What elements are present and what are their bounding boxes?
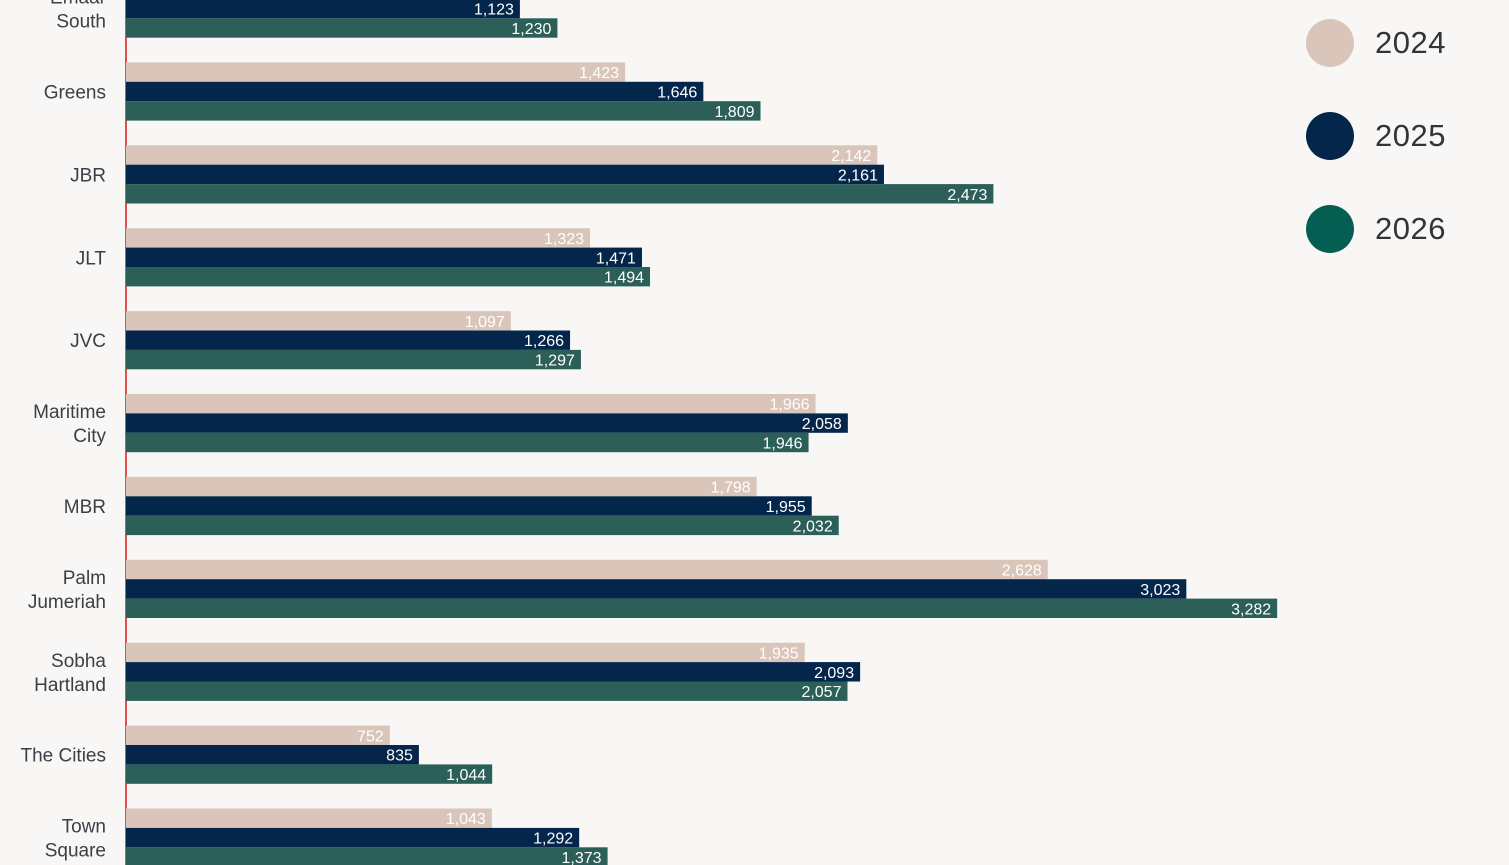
bar-2026	[126, 681, 848, 701]
bar-2026	[126, 349, 581, 370]
legend-item-2026: 2026	[1306, 205, 1446, 253]
category-label: Greens	[44, 83, 106, 104]
data-label-2025: 3,023	[1140, 582, 1180, 599]
data-label-2025: 1,123	[474, 2, 514, 19]
bar-2026	[126, 18, 558, 38]
bar-2026	[126, 847, 608, 865]
data-label-2026: 1,230	[511, 21, 551, 38]
bar-2024	[126, 808, 492, 828]
bar-2025	[126, 745, 419, 765]
data-label-2026: 2,057	[801, 684, 841, 701]
category-label: JVC	[70, 331, 106, 352]
data-label-2025: 2,093	[814, 665, 854, 682]
bar-2026	[126, 598, 1278, 618]
bar-2026	[126, 764, 493, 784]
data-label-2024: 1,423	[579, 65, 619, 82]
legend-swatch-2024	[1306, 19, 1354, 67]
data-label-2025: 2,058	[802, 416, 842, 433]
bar-2025	[126, 247, 642, 267]
bar-2026	[126, 515, 839, 536]
legend-swatch-2026	[1306, 205, 1354, 253]
data-label-2024: 1,323	[544, 231, 584, 248]
bar-2025	[126, 0, 520, 19]
category-label: Palm Jumeriah	[28, 568, 106, 613]
bar-2025	[126, 164, 884, 185]
legend-item-2024: 2024	[1306, 19, 1446, 67]
data-label-2026: 3,282	[1231, 601, 1271, 618]
bar-2025	[126, 330, 571, 350]
data-label-2024: 1,935	[759, 645, 799, 662]
data-label-2024: 2,142	[831, 148, 871, 165]
bar-2024	[126, 725, 390, 745]
category-label: EmaarSouth	[50, 0, 107, 33]
data-label-2026: 2,473	[947, 187, 987, 204]
data-label-2026: 1,809	[714, 104, 754, 121]
bar-2025	[126, 413, 848, 433]
data-label-2025: 1,646	[657, 85, 697, 102]
bar-2024	[126, 394, 816, 414]
data-label-2024: 1,966	[770, 397, 810, 414]
bar-2025	[126, 81, 704, 102]
data-label-2024: 1,798	[711, 480, 751, 497]
data-label-2025: 1,955	[766, 499, 806, 516]
bar-2025	[126, 579, 1187, 599]
bar-2025	[126, 496, 812, 516]
bar-2024	[126, 311, 511, 331]
data-label-2025: 1,471	[596, 250, 636, 267]
data-label-2025: 835	[386, 748, 413, 765]
data-label-2025: 1,266	[524, 333, 564, 350]
bar-2024	[126, 559, 1048, 580]
bar-2026	[126, 267, 651, 287]
data-label-2024: 1,043	[446, 811, 486, 828]
legend-label-2025: 2025	[1375, 118, 1446, 153]
bar-2026	[126, 184, 994, 204]
bar-2025	[126, 827, 580, 848]
data-label-2025: 1,292	[533, 831, 573, 848]
data-label-2026: 1,297	[535, 353, 575, 370]
legend: 2024 2025 2026	[1306, 19, 1446, 298]
category-label: The Cities	[20, 746, 106, 767]
data-label-2026: 2,032	[793, 518, 833, 535]
category-label: Sobha Hartland	[34, 651, 106, 696]
legend-label-2024: 2024	[1375, 25, 1446, 60]
bar-2024	[126, 228, 591, 248]
category-label: JBR	[70, 165, 106, 186]
bar-2026	[126, 101, 761, 121]
data-label-2026: 1,044	[446, 767, 486, 784]
category-label: Maritime City	[33, 402, 106, 447]
bar-2024	[126, 642, 805, 663]
data-label-2024: 2,628	[1002, 563, 1042, 580]
category-label: MBR	[64, 497, 106, 518]
data-label-2024: 752	[357, 728, 384, 745]
bar-2024	[126, 476, 757, 497]
bar-2025	[126, 662, 861, 682]
bar-2024	[126, 145, 878, 165]
data-label-2025: 2,161	[838, 167, 878, 184]
data-label-2026: 1,494	[604, 270, 644, 287]
category-label: Town Square	[45, 817, 106, 862]
bar-2026	[126, 432, 809, 453]
data-label-2026: 1,946	[763, 436, 803, 453]
legend-item-2025: 2025	[1306, 112, 1446, 160]
data-label-2026: 1,373	[562, 850, 602, 865]
legend-swatch-2025	[1306, 112, 1354, 160]
category-label: JLT	[76, 248, 107, 269]
bar-2024	[126, 62, 626, 82]
legend-label-2026: 2026	[1375, 211, 1446, 246]
data-label-2024: 1,097	[465, 314, 505, 331]
